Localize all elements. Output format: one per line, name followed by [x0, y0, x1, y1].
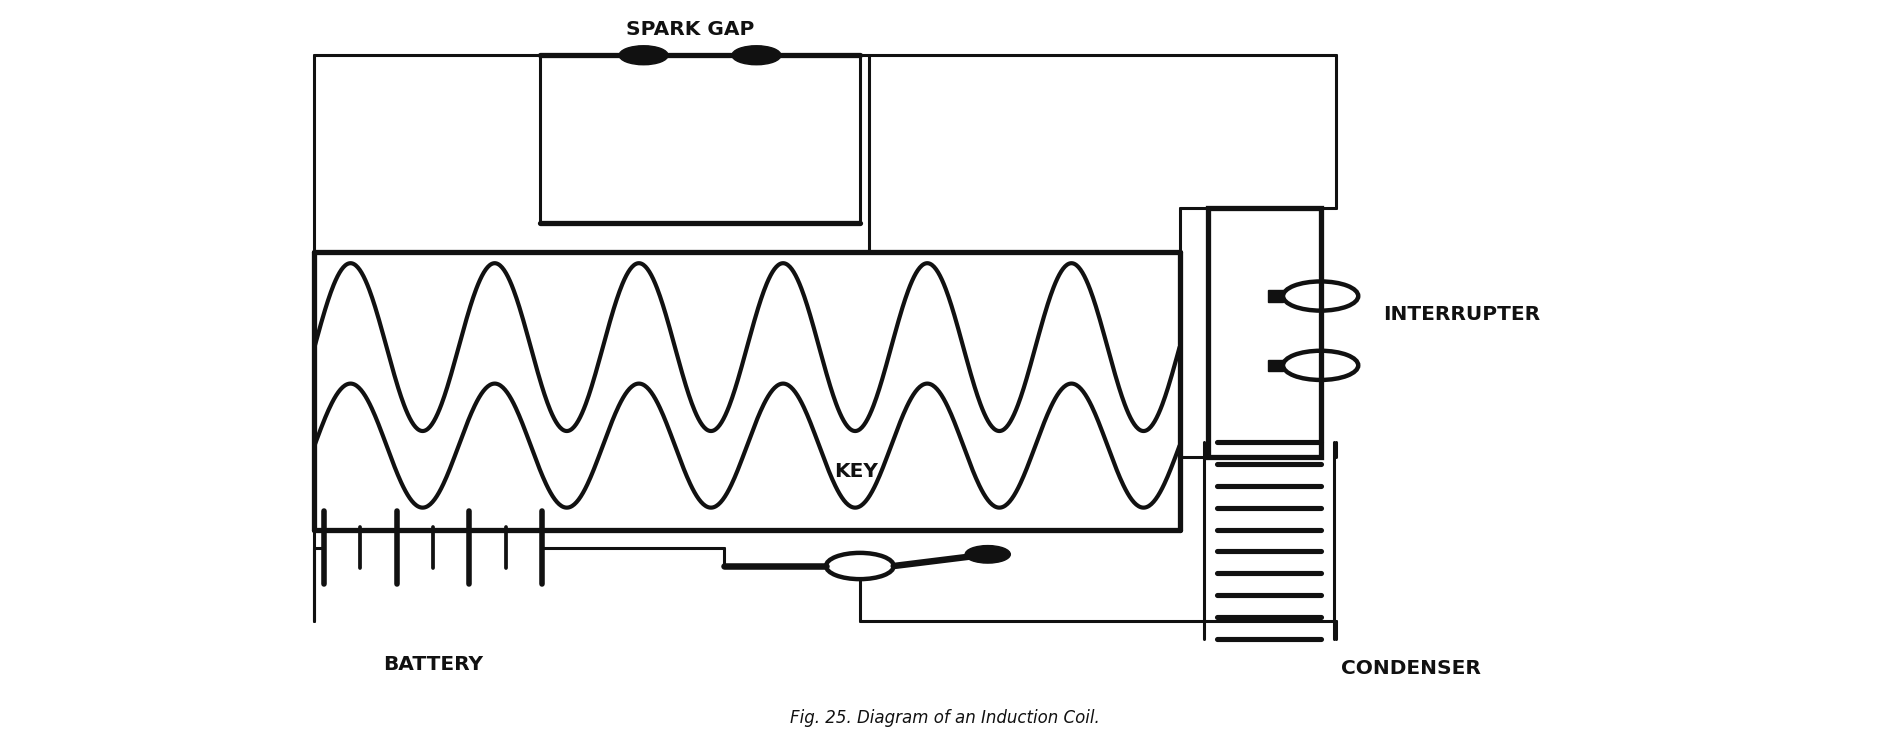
Circle shape — [620, 46, 669, 65]
Text: BATTERY: BATTERY — [383, 655, 484, 674]
Bar — [1207, 208, 1320, 457]
Text: CONDENSER: CONDENSER — [1341, 658, 1481, 677]
Text: INTERRUPTER: INTERRUPTER — [1383, 305, 1540, 324]
Bar — [1268, 359, 1283, 371]
Text: KEY: KEY — [835, 462, 878, 480]
Bar — [1268, 290, 1283, 302]
Text: SPARK GAP: SPARK GAP — [627, 20, 756, 39]
Circle shape — [965, 545, 1011, 563]
Text: Fig. 25. Diagram of an Induction Coil.: Fig. 25. Diagram of an Induction Coil. — [790, 708, 1099, 726]
Circle shape — [731, 46, 780, 65]
